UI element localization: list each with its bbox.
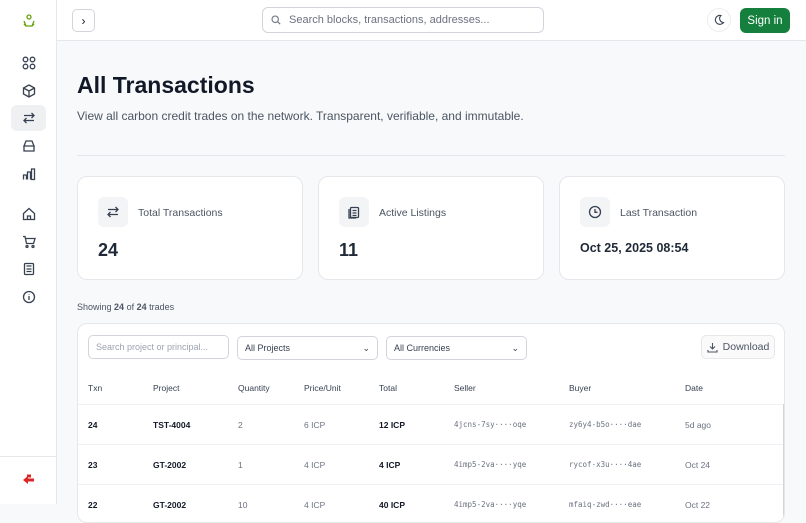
table-row[interactable]: 23 GT-2002 1 4 ICP 4 ICP 4imp5-2va····yqe ryco… xyxy=(78,444,784,484)
project-principal-search-input[interactable]: Search project or principal... xyxy=(88,335,229,359)
download-button[interactable]: Download xyxy=(701,335,775,359)
cell-project: TST-4004 xyxy=(153,420,191,430)
column-header-seller: Seller xyxy=(454,383,476,393)
chevron-down-icon: ⌄ xyxy=(362,342,370,353)
cell-txn: 22 xyxy=(88,500,98,510)
chevron-right-icon: › xyxy=(81,13,86,28)
stat-card-last-transaction: Last Transaction Oct 25, 2025 08:54 xyxy=(559,176,785,280)
search-icon xyxy=(271,15,281,25)
cell-buyer: rycof-x3u····4ae xyxy=(569,460,642,469)
cell-date: 5d ago xyxy=(685,420,711,430)
currency-filter-select[interactable]: All Currencies ⌄ xyxy=(386,336,527,360)
column-header-total: Total xyxy=(379,383,397,393)
cell-txn: 24 xyxy=(88,420,98,430)
cell-quantity: 10 xyxy=(238,500,248,510)
page-subtitle: View all carbon credit trades on the net… xyxy=(77,109,524,123)
clock-icon xyxy=(580,197,610,227)
stat-label: Total Transactions xyxy=(138,207,223,219)
stat-card-total-transactions: Total Transactions 24 xyxy=(77,176,303,280)
stat-value: Oct 25, 2025 08:54 xyxy=(580,241,689,255)
stat-value: 11 xyxy=(339,240,359,260)
calculator-icon[interactable] xyxy=(11,256,46,282)
cell-price-unit: 4 ICP xyxy=(304,460,326,470)
cell-project: GT-2002 xyxy=(153,460,187,470)
cell-total: 40 ICP xyxy=(379,500,405,510)
download-icon xyxy=(707,342,718,353)
table-scrollbar[interactable] xyxy=(783,404,784,522)
dashboard-grid-icon[interactable] xyxy=(11,50,46,76)
page-title: All Transactions xyxy=(77,72,255,98)
sidebar xyxy=(0,0,57,504)
cell-buyer: mfaiq-zwd····eae xyxy=(569,500,642,509)
column-header-quantity: Quantity xyxy=(238,383,270,393)
clipboard-list-icon xyxy=(339,197,369,227)
chevron-down-icon: ⌄ xyxy=(511,342,519,353)
cart-icon[interactable] xyxy=(11,229,46,255)
logo-recycle-icon[interactable] xyxy=(11,8,46,34)
arrows-exchange-icon xyxy=(98,197,128,227)
stat-label: Last Transaction xyxy=(620,207,698,219)
cell-quantity: 1 xyxy=(238,460,243,470)
global-search-input[interactable]: Search blocks, transactions, addresses..… xyxy=(262,7,544,33)
info-icon[interactable] xyxy=(11,284,46,310)
cell-price-unit: 4 ICP xyxy=(304,500,326,510)
transactions-table-card: Search project or principal... All Proje… xyxy=(77,323,785,523)
theme-toggle-button[interactable] xyxy=(707,8,731,32)
column-header-project: Project xyxy=(153,383,180,393)
cell-date: Oct 22 xyxy=(685,500,711,510)
cell-total: 4 ICP xyxy=(379,460,401,470)
table-row[interactable]: 24 TST-4004 2 6 ICP 12 ICP 4jcns-7sy····oqe zy… xyxy=(78,404,784,444)
stat-label: Active Listings xyxy=(379,207,447,219)
home-icon[interactable] xyxy=(11,201,46,227)
moon-icon xyxy=(714,14,725,25)
stat-value: 24 xyxy=(98,240,119,260)
cell-txn: 23 xyxy=(88,460,98,470)
column-header-date: Date xyxy=(685,383,703,393)
divider xyxy=(77,155,785,156)
sign-in-button[interactable]: Sign in xyxy=(740,8,790,33)
cell-buyer: zy6y4-b5o····dae xyxy=(569,420,642,429)
top-bar: › Search blocks, transactions, addresses… xyxy=(57,0,806,41)
results-count: Showing 24 of 24 trades xyxy=(77,302,175,312)
column-header-price-unit: Price/Unit xyxy=(304,383,341,393)
sidebar-footer xyxy=(0,456,56,457)
stat-card-active-listings: Active Listings 11 xyxy=(318,176,544,280)
logout-icon[interactable] xyxy=(11,467,46,493)
cell-total: 12 ICP xyxy=(379,420,405,430)
cell-seller: 4imp5-2va····yqe xyxy=(454,460,527,469)
cell-quantity: 2 xyxy=(238,420,243,430)
cell-project: GT-2002 xyxy=(153,500,187,510)
cell-seller: 4imp5-2va····yqe xyxy=(454,500,527,509)
blocks-cube-icon[interactable] xyxy=(11,78,46,104)
column-header-buyer: Buyer xyxy=(569,383,592,393)
column-header-txn: Txn xyxy=(88,383,103,393)
cell-seller: 4jcns-7sy····oqe xyxy=(454,420,527,429)
expand-sidebar-button[interactable]: › xyxy=(72,9,95,32)
project-filter-select[interactable]: All Projects ⌄ xyxy=(237,336,378,360)
cell-price-unit: 6 ICP xyxy=(304,420,326,430)
cell-date: Oct 24 xyxy=(685,460,711,470)
listings-stack-icon[interactable] xyxy=(11,133,46,159)
transactions-arrows-icon[interactable] xyxy=(11,105,46,131)
analytics-chart-icon[interactable] xyxy=(11,161,46,187)
